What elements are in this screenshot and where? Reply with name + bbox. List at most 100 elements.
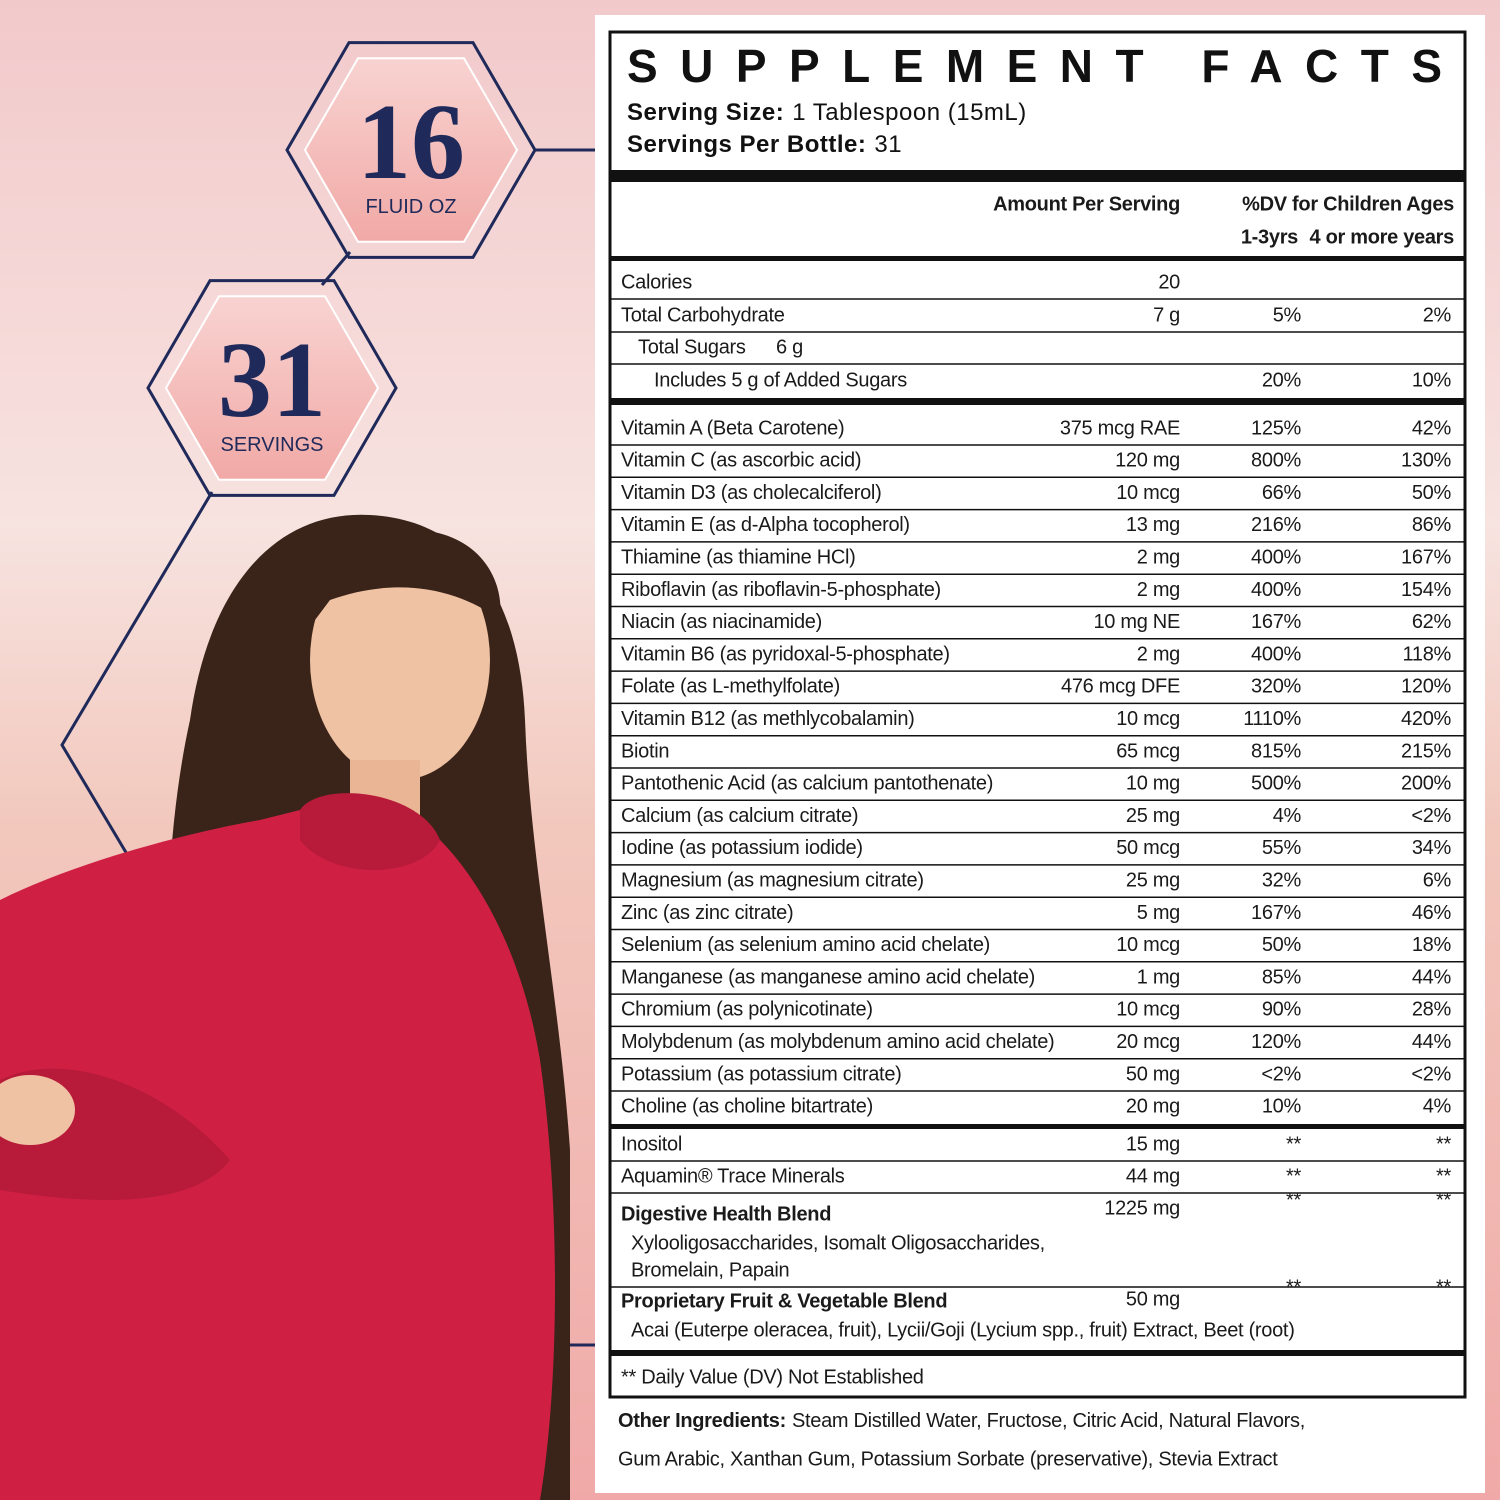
nutrient-name: Includes 5 g of Added Sugars bbox=[654, 369, 907, 391]
nutrient-amount: 10 mcg bbox=[1116, 482, 1180, 504]
nutrient-name: Iodine (as potassium iodide) bbox=[621, 837, 863, 859]
nutrient-amount: 25 mg bbox=[1126, 869, 1180, 891]
dv-young: 400% bbox=[1251, 546, 1301, 568]
label-value: 31 bbox=[874, 131, 902, 158]
dv-older: <2% bbox=[1411, 805, 1451, 827]
dv-young: 500% bbox=[1251, 773, 1301, 795]
dv-older: 154% bbox=[1401, 579, 1451, 601]
dv-young: 400% bbox=[1251, 643, 1301, 665]
nutrient-name: Molybdenum (as molybdenum amino acid che… bbox=[621, 1031, 1054, 1053]
nutrient-amount: 25 mg bbox=[1126, 805, 1180, 827]
dv-young: 85% bbox=[1262, 966, 1302, 988]
dv-older: ** bbox=[1436, 1165, 1451, 1187]
badge-number: 31 bbox=[218, 321, 326, 440]
nutrient-amount: 10 mg bbox=[1126, 773, 1180, 795]
dv-young: 400% bbox=[1251, 579, 1301, 601]
badge-outline bbox=[285, 41, 537, 259]
dv-older: 44% bbox=[1412, 966, 1452, 988]
dv-older: ** bbox=[1436, 1276, 1451, 1298]
footnote: ** Daily Value (DV) Not Established bbox=[621, 1366, 924, 1388]
nutrient-name: Vitamin B12 (as methlycobalamin) bbox=[621, 708, 915, 730]
nutrient-name: Zinc (as zinc citrate) bbox=[621, 902, 793, 924]
nutrient-amount: 10 mcg bbox=[1116, 708, 1180, 730]
dv-young: ** bbox=[1286, 1276, 1301, 1298]
nutrient-amount: 10 mcg bbox=[1116, 999, 1180, 1021]
dv-young: 4% bbox=[1273, 805, 1302, 827]
dv-older: <2% bbox=[1411, 1063, 1451, 1085]
girl-illustration bbox=[0, 514, 570, 1500]
nutrient-name: Vitamin D3 (as cholecalciferol) bbox=[621, 482, 881, 504]
nutrient-amount: 13 mg bbox=[1126, 514, 1180, 536]
dv-older: 10% bbox=[1412, 369, 1452, 391]
nutrient-amount: 50 mg bbox=[1126, 1063, 1180, 1085]
thick-rule bbox=[610, 1350, 1465, 1356]
badge-unit: FLUID OZ bbox=[365, 196, 456, 218]
label-key: Servings Per Bottle: bbox=[627, 131, 866, 158]
nutrient-amount: 10 mg NE bbox=[1093, 611, 1180, 633]
dv-young: 66% bbox=[1262, 482, 1302, 504]
dv-young: 815% bbox=[1251, 740, 1301, 762]
nutrient-name: Aquamin® Trace Minerals bbox=[621, 1165, 845, 1187]
nutrient-amount: 20 mcg bbox=[1116, 1031, 1180, 1053]
nutrient-name: Pantothenic Acid (as calcium pantothenat… bbox=[621, 773, 993, 795]
nutrient-amount: 6 g bbox=[776, 336, 803, 358]
nutrient-name: Vitamin A (Beta Carotene) bbox=[621, 417, 844, 439]
badge-fill bbox=[303, 57, 519, 243]
dv-young: ** bbox=[1286, 1189, 1301, 1211]
label-line: Serving Size: 1 Tablespoon (15mL) bbox=[627, 99, 1027, 126]
nutrient-name: Manganese (as manganese amino acid chela… bbox=[621, 966, 1035, 988]
dv-young: 55% bbox=[1262, 837, 1302, 859]
nutrient-amount: 476 mcg DFE bbox=[1061, 676, 1180, 698]
label-line: Servings Per Bottle: 31 bbox=[627, 131, 902, 158]
nutrient-name: Magnesium (as magnesium citrate) bbox=[621, 869, 924, 891]
nutrient-amount: 2 mg bbox=[1137, 546, 1180, 568]
nutrient-amount: 65 mcg bbox=[1116, 740, 1180, 762]
dv-older: 2% bbox=[1423, 304, 1452, 326]
header-age: 4 or more years bbox=[1310, 226, 1455, 248]
nutrient-amount: 44 mg bbox=[1126, 1165, 1180, 1187]
nutrient-name: Choline (as choline bitartrate) bbox=[621, 1096, 873, 1118]
nutrient-name: Riboflavin (as riboflavin-5-phosphate) bbox=[621, 579, 941, 601]
dv-older: 215% bbox=[1401, 740, 1451, 762]
supplement-facts: SUPPLEMENT FACTS Serving Size: 1 Tablespoo… bbox=[610, 40, 1465, 1470]
header-dv: %DV for Children Ages bbox=[1242, 193, 1454, 215]
badge-unit: SERVINGS bbox=[221, 434, 324, 456]
nutrient-amount: 5 mg bbox=[1137, 902, 1180, 924]
nutrient-name: Total Carbohydrate bbox=[621, 304, 785, 326]
nutrient-name: Vitamin C (as ascorbic acid) bbox=[621, 450, 861, 472]
other-ingredients-text: Gum Arabic, Xanthan Gum, Potassium Sorba… bbox=[618, 1448, 1278, 1470]
blend-ingredients: Xylooligosaccharides, Isomalt Oligosacch… bbox=[631, 1232, 1045, 1254]
dv-young: 50% bbox=[1262, 934, 1302, 956]
nutrient-name: Thiamine (as thiamine HCl) bbox=[621, 546, 856, 568]
nutrient-name: Selenium (as selenium amino acid chelate… bbox=[621, 934, 990, 956]
nutrient-amount: 375 mcg RAE bbox=[1060, 417, 1180, 439]
label-key: Serving Size: bbox=[627, 99, 784, 126]
dv-older: ** bbox=[1436, 1133, 1451, 1155]
dv-older: 6% bbox=[1423, 869, 1452, 891]
nutrient-name: Total Sugars bbox=[638, 336, 746, 358]
dv-young: 167% bbox=[1251, 902, 1301, 924]
nutrient-name: Calories bbox=[621, 271, 692, 293]
dv-older: 34% bbox=[1412, 837, 1452, 859]
dv-older: 120% bbox=[1401, 676, 1451, 698]
dv-older: 167% bbox=[1401, 546, 1451, 568]
dv-young: 10% bbox=[1262, 1096, 1302, 1118]
dv-young: 167% bbox=[1251, 611, 1301, 633]
dv-young: 32% bbox=[1262, 869, 1302, 891]
dv-older: 4% bbox=[1423, 1096, 1452, 1118]
nutrient-amount: 15 mg bbox=[1126, 1133, 1180, 1155]
label-panel bbox=[595, 15, 1485, 1493]
dv-older: 86% bbox=[1412, 514, 1452, 536]
dv-young: 125% bbox=[1251, 417, 1301, 439]
dv-older: 28% bbox=[1412, 999, 1452, 1021]
dv-young: 216% bbox=[1251, 514, 1301, 536]
dv-young: 320% bbox=[1251, 676, 1301, 698]
header-amount: Amount Per Serving bbox=[993, 193, 1180, 215]
other-ingredients-text: Steam Distilled Water, Fructose, Citric … bbox=[792, 1410, 1305, 1432]
dv-older: 44% bbox=[1412, 1031, 1452, 1053]
dv-older: 42% bbox=[1412, 417, 1452, 439]
nutrient-name: Niacin (as niacinamide) bbox=[621, 611, 822, 633]
dv-older: ** bbox=[1436, 1189, 1451, 1211]
